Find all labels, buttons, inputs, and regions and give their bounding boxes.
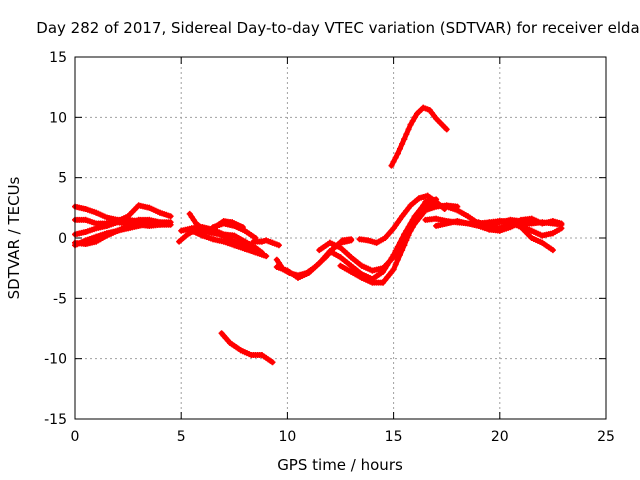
series-arc-12 (218, 330, 276, 366)
x-tick-label: 20 (491, 429, 509, 445)
y-tick-label: -15 (44, 412, 67, 428)
y-tick-label: -10 (44, 352, 67, 368)
data-point-marker (392, 154, 399, 161)
series-arc-17 (337, 196, 440, 286)
data-point-marker (409, 222, 416, 228)
data-point-marker (392, 247, 399, 254)
y-tick-label: 0 (58, 231, 67, 247)
data-point-marker (188, 214, 195, 221)
y-tick-label: 10 (49, 110, 67, 126)
data-point-marker (411, 114, 418, 121)
data-point-marker (382, 265, 389, 272)
series-arc-9 (188, 227, 270, 260)
series-arc-25 (518, 215, 565, 227)
data-point-marker (384, 262, 391, 268)
data-point-marker (549, 247, 556, 254)
series-arc-19 (388, 104, 450, 169)
grid-lines (75, 57, 606, 419)
data-point-marker (411, 216, 418, 223)
data-point-marker (190, 217, 197, 224)
data-point-marker (275, 242, 282, 249)
y-tick-label: 15 (49, 50, 67, 66)
x-tick-label: 25 (597, 429, 615, 445)
data-point-marker (558, 220, 565, 227)
data-point-marker (392, 261, 399, 268)
data-point-marker (167, 213, 174, 220)
data-point-marker (167, 221, 174, 228)
data-point-marker (388, 255, 395, 262)
data-point-marker (409, 118, 416, 124)
data-point-marker (386, 258, 393, 265)
chart-title: Day 282 of 2017, Sidereal Day-to-day VTE… (36, 19, 639, 37)
y-axis-label: SDTVAR / TECUs (5, 176, 23, 299)
data-point-marker (403, 131, 410, 138)
data-point-marker (416, 209, 423, 216)
data-point-marker (405, 126, 412, 133)
y-tick-label: -5 (53, 291, 67, 307)
data-point-marker (401, 242, 408, 249)
data-point-marker (399, 140, 406, 147)
data-point-marker (401, 136, 408, 143)
x-axis-label: GPS time / hours (277, 456, 403, 474)
data-point-marker (394, 256, 401, 263)
x-tick-label: 10 (278, 429, 296, 445)
x-tick-label: 15 (385, 429, 403, 445)
series-arc-10 (210, 220, 259, 241)
data-series (72, 104, 565, 366)
data-point-marker (269, 359, 276, 366)
data-point-marker (390, 251, 397, 258)
series-arc-4 (72, 221, 174, 247)
data-point-marker (390, 266, 397, 273)
data-point-marker (146, 220, 153, 227)
data-point-marker (443, 126, 450, 133)
data-point-marker (380, 268, 386, 275)
series-arc-11 (250, 237, 282, 249)
x-tick-label: 5 (177, 429, 186, 445)
series-arc-24 (475, 219, 565, 239)
data-point-marker (394, 243, 401, 250)
data-point-marker (399, 235, 406, 242)
data-point-marker (390, 158, 397, 165)
data-point-marker (186, 210, 193, 217)
data-point-marker (263, 253, 270, 260)
data-point-marker (407, 121, 414, 128)
y-tick-label: 5 (58, 171, 67, 187)
data-point-marker (273, 256, 280, 263)
data-point-marker (397, 239, 403, 246)
series-arc-5 (72, 220, 153, 249)
data-point-marker (394, 150, 401, 157)
data-point-marker (407, 227, 414, 233)
x-tick-label: 0 (71, 429, 80, 445)
data-point-marker (403, 237, 410, 244)
data-point-marker (405, 232, 412, 239)
data-point-marker (418, 206, 425, 212)
data-point-marker (414, 213, 420, 220)
axes: 0 5 10 15 20 25 -15 -10 -5 0 5 10 15 (44, 50, 615, 445)
data-point-marker (388, 162, 395, 169)
data-point-marker (397, 145, 403, 152)
data-point-marker (399, 247, 406, 254)
data-point-marker (348, 237, 355, 244)
data-point-marker (397, 251, 403, 258)
series-trace (389, 105, 450, 169)
